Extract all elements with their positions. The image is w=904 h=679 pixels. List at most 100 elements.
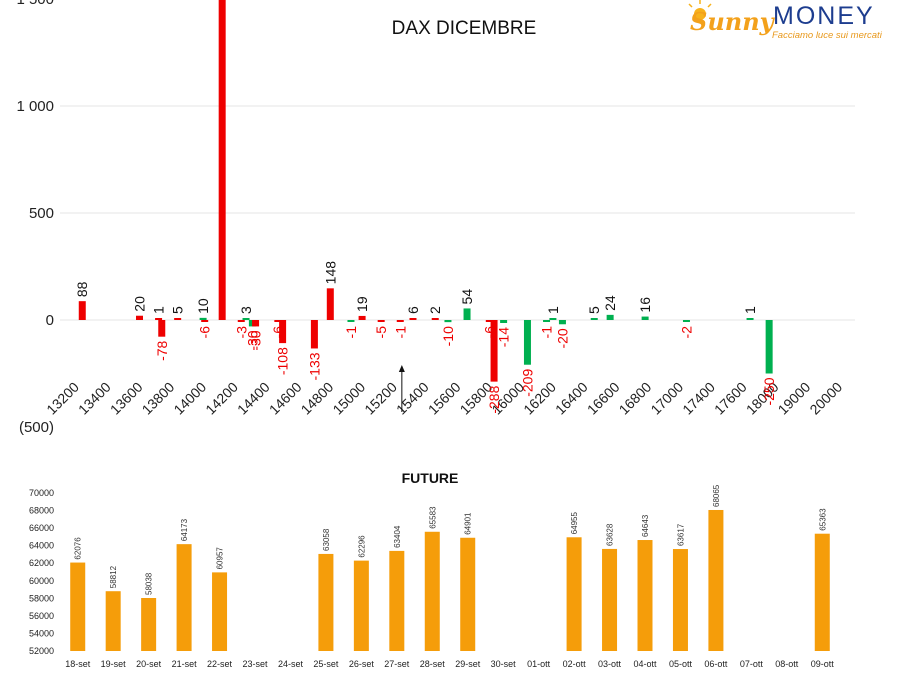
bar	[279, 320, 287, 344]
x-tick-label: 06-ott	[704, 659, 728, 669]
bar	[543, 320, 551, 322]
data-label: 63628	[606, 523, 615, 546]
y-tick-label: 500	[29, 205, 54, 222]
y-tick-label: 1 500	[16, 0, 54, 8]
bar	[424, 531, 440, 651]
bar	[212, 572, 228, 651]
data-label: -3	[233, 326, 249, 339]
y-tick-label: 66000	[29, 523, 54, 533]
data-label: 1	[545, 306, 561, 314]
bar	[105, 591, 121, 651]
data-label: -1	[539, 326, 555, 339]
bar	[431, 318, 439, 320]
bar	[199, 317, 207, 320]
data-label: 1	[151, 306, 167, 314]
bar	[70, 562, 86, 651]
data-label: -1	[392, 326, 408, 339]
y-tick-label: 1 000	[16, 98, 54, 115]
data-label: 5	[170, 306, 186, 314]
x-tick-label: 05-ott	[669, 659, 693, 669]
data-label: 6	[405, 306, 421, 314]
y-tick-label: 58000	[29, 593, 54, 603]
data-label: -250	[761, 377, 777, 405]
bar	[158, 320, 166, 337]
data-label: 63617	[676, 523, 685, 546]
bar	[353, 560, 369, 651]
data-label: 68065	[712, 484, 721, 507]
bar	[641, 316, 649, 320]
x-tick-label: 03-ott	[598, 659, 622, 669]
x-tick-label: 02-ott	[563, 659, 587, 669]
data-label: 2	[427, 306, 443, 314]
x-tick-label: 07-ott	[740, 659, 764, 669]
logo-tagline: Facciamo luce sui mercati	[772, 30, 883, 41]
x-tick-label: 01-ott	[527, 659, 551, 669]
bar	[708, 509, 724, 651]
x-tick-label: 04-ott	[633, 659, 657, 669]
data-label: 5	[586, 306, 602, 314]
bar	[377, 320, 385, 322]
main-chart-grid	[60, 105, 855, 321]
bar	[672, 549, 688, 651]
data-label: 88	[74, 281, 90, 297]
data-label: -2	[678, 326, 694, 339]
bar	[523, 320, 531, 365]
data-label: -14	[496, 327, 512, 347]
data-label: -108	[275, 347, 291, 375]
y-tick-label: 54000	[29, 628, 54, 638]
future-chart-bars	[70, 509, 830, 651]
bar	[682, 320, 690, 322]
bar	[347, 320, 355, 322]
bar	[358, 315, 366, 320]
arrow-head-icon	[398, 365, 405, 372]
data-label: -1	[343, 326, 359, 339]
y-tick-label: 62000	[29, 558, 54, 568]
logo-brand: Sunny	[690, 7, 776, 36]
bar	[396, 320, 404, 322]
data-label: 64173	[180, 518, 189, 541]
bar	[606, 314, 614, 320]
data-label: -30	[244, 330, 260, 350]
data-label: -6	[270, 326, 286, 339]
x-tick-label: 25-set	[313, 659, 339, 669]
bar	[490, 320, 498, 382]
bar	[590, 318, 598, 320]
bar	[566, 537, 582, 651]
data-label: 10	[195, 298, 211, 314]
bar	[558, 320, 566, 325]
y-tick-label: 52000	[29, 646, 54, 656]
bar	[218, 0, 226, 320]
bar	[318, 553, 334, 651]
bar	[274, 320, 282, 322]
bar	[252, 320, 260, 327]
bar	[460, 537, 476, 651]
bar	[141, 597, 157, 651]
y-tick-label: 56000	[29, 611, 54, 621]
data-label: -30	[248, 330, 264, 350]
data-label: -288	[486, 385, 502, 413]
data-label: 63058	[322, 528, 331, 551]
data-label: -78	[154, 340, 170, 360]
data-label: -10	[440, 326, 456, 346]
bar	[389, 550, 405, 651]
data-label: 64643	[641, 514, 650, 537]
data-label: 58038	[145, 572, 154, 595]
data-label: 62296	[357, 535, 366, 558]
x-tick-label: 28-set	[420, 659, 446, 669]
bar	[326, 288, 334, 320]
data-label: -20	[554, 328, 570, 348]
chart-title: DAX DICEMBRE	[392, 18, 537, 39]
x-tick-label: 08-ott	[775, 659, 799, 669]
x-tick-label: 18-set	[65, 659, 91, 669]
data-label: 3	[238, 306, 254, 314]
y-tick-label: 70000	[29, 488, 54, 498]
bar	[310, 320, 318, 349]
data-label: 65583	[428, 506, 437, 529]
data-label: 65363	[818, 508, 827, 531]
y-tick-label: (500)	[19, 419, 54, 436]
data-label: -6	[481, 326, 497, 339]
x-tick-label: 26-set	[349, 659, 375, 669]
bar	[237, 320, 245, 322]
